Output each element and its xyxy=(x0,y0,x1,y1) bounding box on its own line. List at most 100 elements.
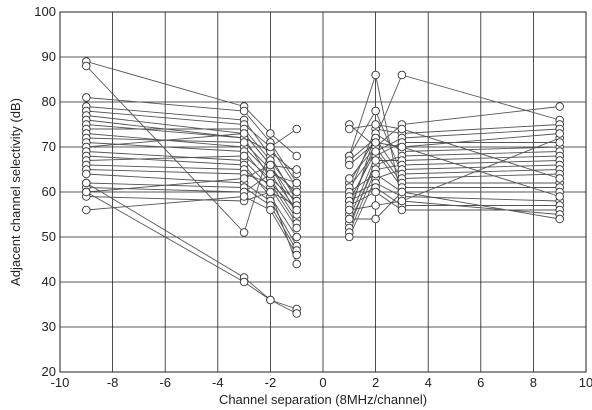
right-data-point xyxy=(555,138,564,147)
left-data-point xyxy=(82,187,91,197)
right-series-line-22 xyxy=(349,191,560,220)
right-series-line-14 xyxy=(349,137,560,179)
left-data-point xyxy=(82,61,91,71)
x-tick-label: -4 xyxy=(212,375,224,390)
y-axis-label: Adjacent channel selectivity (dB) xyxy=(8,98,23,286)
left-data-point xyxy=(292,151,301,161)
right-data-point xyxy=(371,120,380,129)
right-data-point xyxy=(555,174,564,183)
right-data-point xyxy=(345,174,354,183)
left-data-point xyxy=(292,223,301,233)
left-data-point xyxy=(239,151,249,161)
left-data-point xyxy=(266,169,275,179)
right-data-point xyxy=(555,214,564,224)
right-series-line-17 xyxy=(349,173,560,193)
x-tick-label: -2 xyxy=(265,375,277,390)
right-data-point xyxy=(371,187,380,197)
left-data-point xyxy=(266,129,275,138)
right-series-line-16 xyxy=(348,150,560,188)
left-series-line-20 xyxy=(86,173,297,193)
left-series-line-22 xyxy=(86,191,298,265)
left-series-line-21 xyxy=(86,164,297,193)
x-tick-label: 2 xyxy=(372,375,379,390)
right-data-point xyxy=(345,205,354,215)
left-data-point xyxy=(82,169,91,179)
right-data-point xyxy=(555,192,564,201)
right-data-point xyxy=(371,70,380,80)
right-data-point xyxy=(397,196,407,206)
left-series-line-15 xyxy=(86,155,297,202)
left-data-point xyxy=(266,295,275,305)
x-tick-label: -6 xyxy=(159,375,171,390)
left-data-point xyxy=(239,129,249,138)
left-data-point xyxy=(266,178,275,188)
left-data-point xyxy=(239,138,249,147)
left-series-line-16 xyxy=(86,164,297,206)
left-data-point xyxy=(266,142,275,152)
right-data-point xyxy=(397,70,407,80)
right-data-point xyxy=(397,124,407,134)
left-series-line-17 xyxy=(86,169,298,211)
right-series-line-2 xyxy=(348,73,560,202)
right-data-point xyxy=(397,205,407,215)
right-data-point xyxy=(555,102,564,111)
right-series-line-23 xyxy=(349,124,560,179)
left-series-line-26 xyxy=(86,191,297,314)
y-tick-label: 80 xyxy=(42,94,56,109)
left-data-point xyxy=(292,205,301,215)
left-series-line-24 xyxy=(85,65,297,234)
left-data-point xyxy=(239,192,249,201)
x-tick-labels: -10 -8 -6 -4 -2 0 2 4 6 8 10 xyxy=(51,375,592,390)
left-data-point xyxy=(292,124,301,134)
left-series-line-13 xyxy=(86,151,298,229)
left-data-point xyxy=(82,178,91,188)
left-data-point xyxy=(266,187,275,197)
left-data-point xyxy=(266,160,275,170)
left-data-point xyxy=(292,309,301,318)
right-series-line-15 xyxy=(348,146,560,184)
y-tick-label: 20 xyxy=(42,364,56,379)
left-data-point xyxy=(82,205,91,215)
left-data-point xyxy=(239,174,249,183)
y-tick-label: 60 xyxy=(42,184,56,199)
left-data-point xyxy=(239,228,249,237)
right-series-line-18 xyxy=(349,182,560,202)
right-series-line-8 xyxy=(348,142,560,220)
left-data-point xyxy=(239,277,249,287)
left-data-point xyxy=(292,165,301,174)
right-data-point xyxy=(555,129,564,138)
right-series-line-20 xyxy=(349,191,560,211)
left-data-point xyxy=(292,259,301,269)
right-data-point xyxy=(371,169,380,179)
left-data-point xyxy=(292,178,301,188)
x-tick-label: 8 xyxy=(530,375,537,390)
right-data-point xyxy=(345,124,354,134)
x-axis-label: Channel separation (8MHz/channel) xyxy=(219,392,427,407)
left-data-point xyxy=(292,250,301,260)
left-series-line-25 xyxy=(86,182,297,310)
right-data-point xyxy=(397,187,407,197)
left-data-point xyxy=(292,187,301,197)
right-data-point xyxy=(371,214,380,224)
x-tick-label: 0 xyxy=(319,375,326,390)
right-data-point xyxy=(371,201,380,210)
y-tick-labels: 20 30 40 50 60 70 80 90 100 xyxy=(34,4,56,379)
x-tick-label: 10 xyxy=(579,375,592,390)
y-tick-label: 100 xyxy=(34,4,56,19)
y-tick-label: 50 xyxy=(42,229,56,244)
plot-frame xyxy=(59,11,587,373)
series-lines xyxy=(85,61,560,314)
right-series-line-24 xyxy=(349,142,560,197)
right-data-point xyxy=(371,147,380,156)
right-data-point xyxy=(345,214,354,224)
left-data-point xyxy=(292,232,301,242)
right-series-line-1 xyxy=(349,106,560,148)
y-tick-label: 70 xyxy=(42,139,56,154)
left-data-point xyxy=(266,205,275,215)
right-data-point xyxy=(371,156,380,165)
y-tick-label: 40 xyxy=(42,274,56,289)
right-data-point xyxy=(371,138,380,147)
right-data-point xyxy=(371,106,380,116)
right-series-line-21 xyxy=(349,200,560,215)
x-tick-label: -10 xyxy=(51,375,70,390)
